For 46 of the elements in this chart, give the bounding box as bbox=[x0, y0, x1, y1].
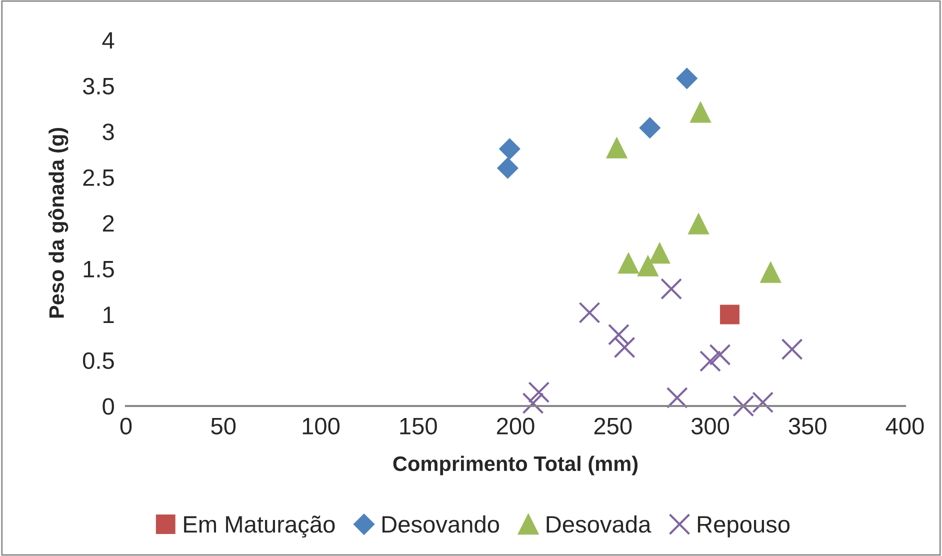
legend-label: Desovando bbox=[382, 515, 500, 533]
y-tick-label: 2.5 bbox=[83, 169, 114, 186]
x-tick-label: 100 bbox=[302, 418, 340, 434]
y-tick-label: 4 bbox=[102, 32, 114, 49]
point bbox=[618, 252, 639, 274]
legend-label: Repouso bbox=[698, 516, 790, 538]
x-tick-label: 150 bbox=[400, 418, 437, 434]
point bbox=[639, 117, 660, 138]
point bbox=[606, 138, 628, 158]
x-tick-label: 50 bbox=[211, 418, 236, 434]
point bbox=[666, 387, 688, 409]
point bbox=[676, 68, 698, 89]
point bbox=[608, 324, 630, 346]
point bbox=[709, 344, 731, 366]
point bbox=[499, 138, 520, 160]
point bbox=[497, 158, 518, 179]
x-tick-label: 200 bbox=[496, 418, 534, 434]
point bbox=[614, 336, 636, 358]
point bbox=[699, 350, 722, 372]
point bbox=[522, 392, 544, 414]
y-tick-label: 1 bbox=[104, 306, 114, 324]
point bbox=[649, 242, 670, 264]
point bbox=[660, 278, 682, 300]
x-tick-label: 400 bbox=[886, 418, 924, 434]
legend-label: Desovada bbox=[546, 515, 652, 533]
y-axis-title: Peso da gônada (g) bbox=[48, 128, 68, 318]
x-axis-title: Comprimento Total (mm) bbox=[393, 456, 638, 476]
legend-label: Em Maturação bbox=[184, 516, 335, 538]
point bbox=[720, 304, 740, 324]
x-tick-label: 300 bbox=[691, 418, 730, 434]
y-tick-label: 3.5 bbox=[82, 78, 114, 95]
x-tick-label: 350 bbox=[788, 418, 826, 434]
y-tick-label: 2 bbox=[102, 215, 114, 232]
point bbox=[578, 302, 600, 324]
y-tick-label: 0.5 bbox=[82, 352, 114, 370]
y-tick-label: 1.5 bbox=[84, 261, 114, 278]
point bbox=[690, 102, 711, 123]
point bbox=[528, 382, 550, 404]
point bbox=[781, 338, 803, 360]
point bbox=[688, 214, 709, 234]
x-tick-label: 250 bbox=[594, 418, 632, 434]
point bbox=[760, 262, 782, 283]
y-tick-label: 3 bbox=[102, 124, 114, 140]
y-tick-label: 0 bbox=[102, 398, 114, 415]
x-tick-label: 0 bbox=[120, 418, 132, 434]
point bbox=[638, 256, 658, 276]
